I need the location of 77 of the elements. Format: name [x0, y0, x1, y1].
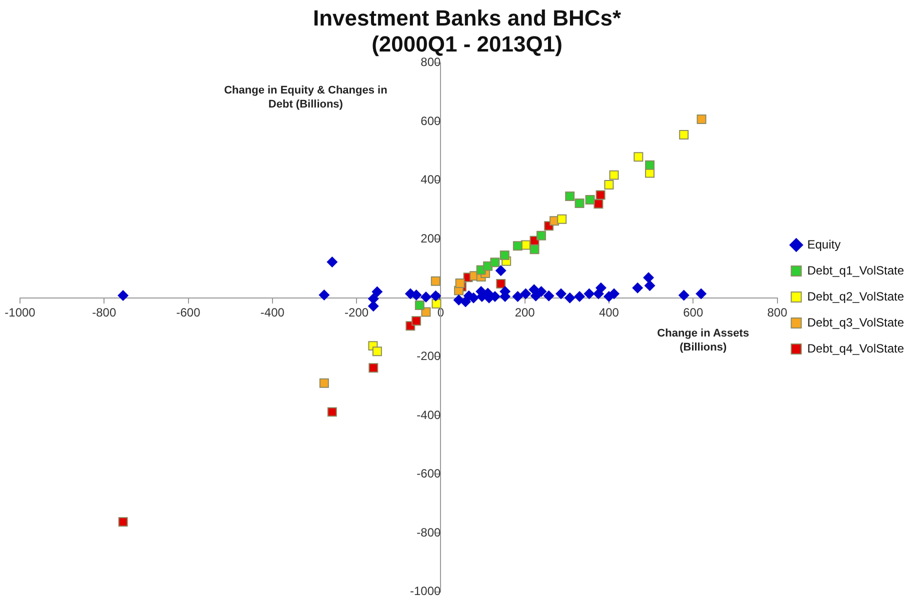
point	[632, 282, 644, 294]
point	[696, 114, 706, 124]
point	[565, 191, 575, 201]
point	[604, 180, 614, 190]
point	[327, 407, 337, 417]
point	[368, 363, 378, 373]
point	[326, 256, 338, 268]
legend-label: Debt_q2_VolState	[807, 289, 904, 304]
point	[557, 214, 567, 224]
point	[678, 290, 690, 301]
point	[490, 258, 500, 268]
point	[520, 288, 532, 300]
y-tick-label: -1000	[410, 584, 442, 598]
y-tick-label: 400	[420, 172, 442, 187]
y-tick-label: 800	[420, 55, 442, 70]
point	[118, 290, 129, 302]
point	[564, 292, 576, 304]
x-tick-label: -200	[344, 305, 369, 320]
point	[412, 316, 422, 326]
y-tick-label: 600	[420, 114, 442, 128]
point	[372, 286, 383, 298]
x-tick-label: -400	[260, 305, 285, 320]
point	[368, 300, 379, 312]
point	[536, 286, 547, 297]
x-tick-label: -800	[92, 305, 116, 320]
point	[556, 288, 567, 300]
point	[512, 241, 522, 251]
x-tick-label: 600	[683, 305, 704, 320]
point	[512, 290, 524, 302]
chart-subtitle: (2000Q1 - 2013Q1)	[372, 32, 562, 57]
point	[608, 288, 620, 300]
point	[585, 195, 595, 204]
point	[574, 198, 584, 208]
point	[455, 278, 465, 288]
point	[421, 307, 431, 317]
legend-label: Debt_q1_VolState	[807, 263, 904, 278]
point	[414, 300, 424, 310]
x-tick-label: 400	[598, 305, 620, 320]
point	[696, 288, 707, 300]
point	[609, 170, 619, 180]
y-tick-label: -200	[416, 349, 442, 363]
y-tick-label: -800	[416, 525, 442, 540]
legend-label: Equity	[807, 237, 841, 252]
legend-label: Debt_q4_VolState	[807, 341, 904, 356]
y-tick-label: -400	[416, 408, 442, 422]
point	[543, 290, 554, 302]
y-tick-label: -600	[416, 466, 442, 481]
point	[496, 279, 506, 289]
x-tick-label: -1000	[4, 305, 36, 320]
point	[643, 272, 654, 284]
y-axis-title: Change in Equity & Changes in Debt (Billions)	[224, 84, 388, 110]
x-axis-title: Change in Assets (Billions)	[657, 327, 750, 354]
point	[318, 289, 330, 300]
legend-label: Debt_q3_VolState	[807, 315, 904, 330]
point	[645, 160, 655, 170]
x-tick-label: 200	[514, 305, 536, 320]
x-tick-label: -600	[176, 305, 201, 320]
point	[574, 290, 586, 302]
point	[634, 152, 644, 162]
point	[319, 378, 329, 388]
point	[595, 282, 606, 294]
x-tick-label: 800	[767, 305, 788, 320]
y-tick-label: 200	[420, 231, 442, 246]
point	[530, 244, 540, 254]
point	[118, 517, 128, 527]
point	[596, 190, 606, 200]
point	[372, 346, 382, 356]
point	[500, 250, 510, 260]
point	[432, 299, 442, 309]
point	[679, 130, 689, 140]
point	[495, 265, 506, 276]
chart-title: Investment Banks and BHCs*	[312, 5, 622, 30]
point	[430, 276, 440, 286]
point	[536, 230, 546, 240]
point	[644, 280, 656, 292]
point	[584, 288, 595, 300]
point	[420, 292, 432, 303]
